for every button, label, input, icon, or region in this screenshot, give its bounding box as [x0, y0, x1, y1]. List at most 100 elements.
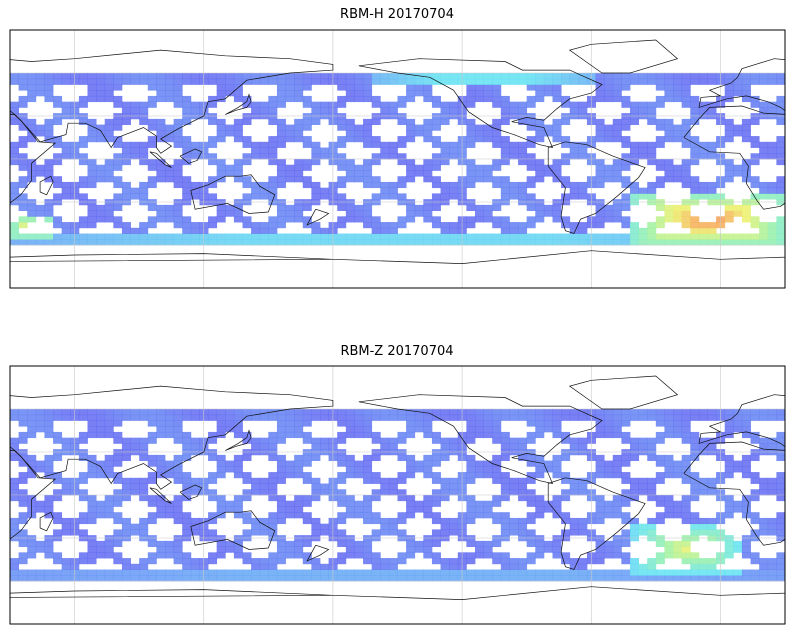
data-cell	[44, 409, 54, 416]
data-cell	[388, 483, 398, 490]
data-cell	[655, 124, 665, 131]
data-cell	[225, 506, 235, 513]
data-cell	[268, 529, 278, 536]
data-cell	[673, 512, 683, 519]
data-cell	[27, 420, 37, 427]
data-cell	[233, 73, 243, 80]
data-cell	[165, 409, 175, 416]
data-cell	[759, 147, 769, 154]
data-cell	[655, 101, 665, 108]
data-cell	[509, 107, 519, 114]
data-cell	[147, 78, 157, 85]
data-cell	[121, 227, 131, 234]
data-cell	[104, 500, 114, 507]
data-cell	[44, 466, 54, 473]
data-cell	[569, 523, 579, 530]
data-cell	[87, 176, 97, 183]
data-cell	[552, 210, 562, 217]
data-cell	[18, 141, 28, 148]
data-cell	[165, 414, 175, 421]
data-cell	[630, 147, 640, 154]
data-cell	[53, 216, 63, 223]
data-cell	[638, 489, 648, 496]
data-cell	[337, 575, 347, 582]
data-cell	[10, 227, 20, 234]
data-cell	[578, 563, 588, 570]
data-cell	[285, 426, 295, 433]
data-cell	[578, 437, 588, 444]
data-cell	[776, 159, 785, 166]
data-cell	[113, 124, 123, 131]
data-cell	[104, 159, 114, 166]
data-cell	[492, 176, 502, 183]
data-cell	[337, 437, 347, 444]
data-cell	[733, 466, 743, 473]
data-cell	[449, 153, 459, 160]
data-cell	[543, 78, 553, 85]
data-cell	[87, 431, 97, 439]
data-cell	[371, 193, 381, 200]
data-cell	[302, 233, 312, 240]
data-cell	[147, 118, 157, 125]
data-cell	[561, 222, 571, 229]
data-cell	[345, 420, 355, 427]
data-cell	[388, 489, 398, 496]
data-cell	[10, 187, 20, 194]
data-cell	[345, 569, 355, 576]
data-cell	[285, 78, 295, 85]
data-cell	[302, 575, 312, 582]
data-cell	[113, 164, 123, 171]
data-cell	[483, 431, 493, 439]
data-cell	[173, 546, 183, 553]
data-cell	[10, 517, 20, 525]
data-cell	[139, 147, 149, 154]
data-cell	[276, 216, 286, 223]
data-cell	[285, 164, 295, 171]
data-cell	[406, 495, 416, 502]
data-cell	[621, 159, 631, 166]
data-cell	[690, 95, 700, 103]
data-cell	[776, 141, 785, 148]
data-cell	[733, 210, 743, 217]
data-cell	[251, 563, 261, 570]
data-cell	[673, 575, 683, 582]
data-cell	[483, 136, 493, 143]
data-cell	[767, 239, 777, 246]
data-cell	[681, 500, 691, 507]
data-cell	[345, 552, 355, 559]
data-cell	[690, 489, 700, 496]
data-cell	[35, 426, 45, 433]
data-cell	[216, 431, 226, 439]
data-cell	[208, 437, 218, 444]
data-cell	[552, 409, 562, 416]
data-cell	[345, 500, 355, 507]
data-cell	[595, 90, 605, 97]
data-cell	[681, 118, 691, 125]
data-cell	[173, 239, 183, 246]
data-cell	[96, 540, 106, 547]
japan-coastline	[225, 429, 252, 451]
data-cell	[294, 552, 304, 559]
data-cell	[526, 409, 536, 416]
data-cell	[208, 73, 218, 80]
data-cell	[741, 420, 751, 427]
data-cell	[139, 153, 149, 160]
data-cell	[578, 141, 588, 148]
data-cell	[285, 569, 295, 576]
data-cell	[612, 414, 622, 421]
data-cell	[113, 159, 123, 166]
data-cell	[294, 454, 304, 461]
data-cell	[535, 164, 545, 171]
data-cell	[500, 443, 510, 450]
data-cell	[630, 563, 640, 570]
data-cell	[655, 420, 665, 427]
data-cell	[276, 136, 286, 143]
data-cell	[182, 78, 192, 85]
data-cell	[561, 489, 571, 496]
data-cell	[698, 489, 708, 496]
data-cell	[440, 575, 450, 582]
data-cell	[380, 101, 390, 108]
data-cell	[673, 431, 683, 439]
data-cell	[724, 78, 734, 85]
data-cell	[182, 517, 192, 525]
